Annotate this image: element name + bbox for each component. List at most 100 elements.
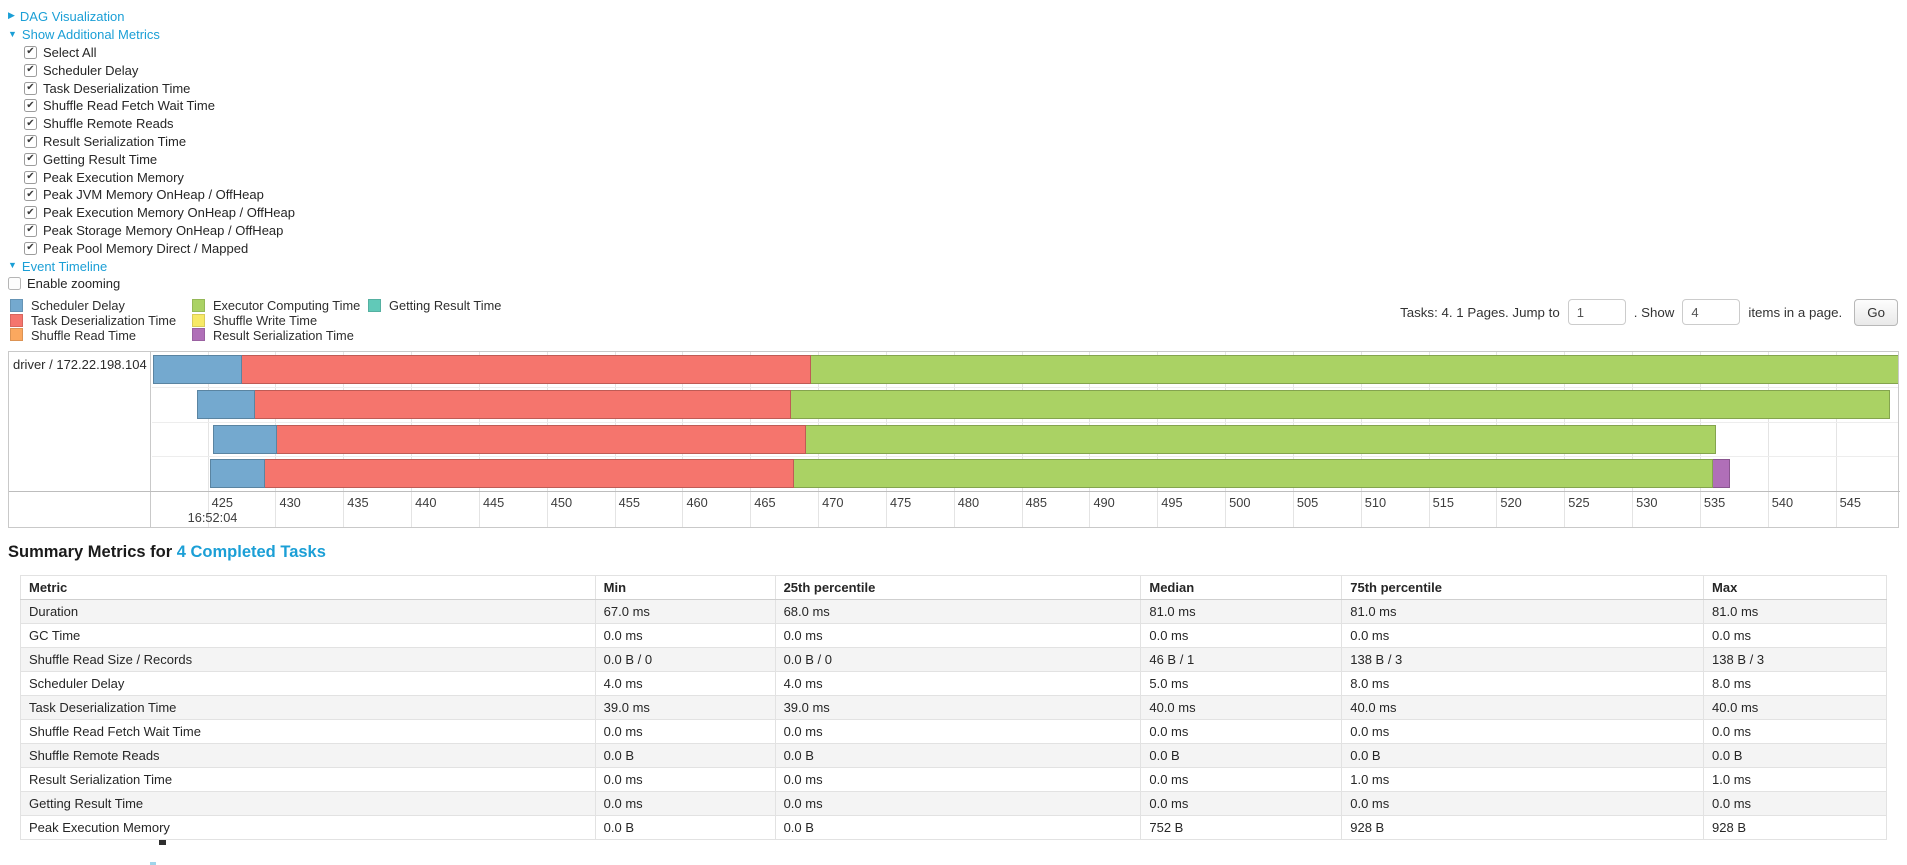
table-cell: 4.0 ms (594, 671, 776, 696)
task_deserialization-segment[interactable] (255, 390, 791, 419)
task-bar[interactable] (196, 390, 1890, 419)
table-cell: 0.0 ms (1140, 719, 1343, 744)
metric-checkbox[interactable]: ✔ (24, 223, 37, 237)
table-cell: 0.0 B (594, 743, 776, 768)
go-button[interactable]: Go (1854, 298, 1898, 326)
result_serialization-swatch-icon (192, 328, 205, 342)
timeline-tick-label: 525 (1568, 495, 1590, 510)
timeline-tick-label: 530 (1636, 495, 1658, 510)
table-cell: 0.0 B (774, 743, 1142, 768)
metric-checkbox-row: ✔ Peak Execution Memory (8, 168, 295, 186)
task_deserialization-segment[interactable] (241, 355, 812, 384)
expanded-arrow-icon: ▼ (8, 28, 17, 39)
legend-item: Task Deserialization Time (10, 313, 192, 328)
completed-tasks-link[interactable]: 4 Completed Tasks (176, 543, 326, 561)
table-cell: 8.0 ms (1341, 671, 1705, 696)
table-cell: Duration (20, 599, 596, 624)
timeline-row-separator (152, 456, 1898, 458)
metric-checkbox[interactable]: ✔ (24, 81, 37, 95)
task_deserialization-segment[interactable] (264, 459, 794, 488)
jump-to-page-input[interactable] (1567, 299, 1626, 325)
metric-checkbox[interactable]: ✔ (24, 170, 37, 184)
executor_computing-swatch-icon (192, 298, 205, 312)
executor_computing-segment[interactable] (793, 459, 1714, 488)
table-cell: 0.0 ms (1341, 791, 1705, 816)
table-row: Scheduler Delay 4.0 ms 4.0 ms 5.0 ms 8.0 ms 8… (20, 671, 1887, 696)
table-cell: 0.0 ms (1703, 791, 1887, 816)
metric-checkbox[interactable]: ✔ (24, 241, 37, 255)
metric-checkbox-row: ✔ Select All (8, 44, 295, 62)
enable-zooming-checkbox[interactable] (8, 277, 21, 291)
timeline-tick-label: 445 (482, 495, 505, 510)
clipped-next-section (159, 840, 166, 845)
metric-checkbox-row: ✔ Peak Execution Memory OnHeap / OffHeap (8, 204, 295, 222)
show-additional-metrics-link[interactable]: Show Additional Metrics (21, 27, 160, 43)
table-cell: GC Time (20, 623, 596, 648)
scheduler_delay-segment[interactable] (210, 459, 265, 488)
metric-checkbox[interactable]: ✔ (24, 206, 37, 220)
legend-item: Shuffle Write Time (192, 313, 368, 328)
scheduler_delay-segment[interactable] (153, 355, 242, 384)
metric-checkbox[interactable]: ✔ (24, 63, 37, 77)
timeline-tick-label: 545 (1839, 495, 1861, 510)
table-header-cell: 75th percentile (1341, 575, 1705, 600)
dag-visualization-link[interactable]: DAG Visualization (19, 9, 125, 25)
task-bar[interactable] (210, 459, 1730, 488)
table-cell: 0.0 ms (1140, 767, 1343, 792)
task_deserialization-swatch-icon (10, 313, 23, 327)
task-pagination: Tasks: 4. 1 Pages. Jump to . Show items … (1396, 295, 1898, 329)
legend-label: Executor Computing Time (213, 297, 361, 313)
table-cell: 1.0 ms (1703, 767, 1887, 792)
show-additional-metrics-toggle[interactable]: ▼ Show Additional Metrics (8, 26, 295, 44)
executor-group-label: driver / 172.22.198.104 (9, 352, 151, 527)
task_deserialization-segment[interactable] (276, 425, 806, 454)
metric-checkbox[interactable]: ✔ (24, 117, 37, 131)
executor_computing-segment[interactable] (790, 390, 1890, 419)
executor_computing-segment[interactable] (805, 425, 1717, 454)
task-bar[interactable] (153, 355, 1898, 384)
legend-item: Scheduler Delay (10, 298, 192, 313)
legend-label: Shuffle Write Time (213, 312, 318, 328)
table-cell: 4.0 ms (774, 671, 1142, 696)
metric-checkbox-row: ✔ Task Deserialization Time (8, 79, 295, 97)
items-per-page-input[interactable] (1682, 299, 1741, 325)
metric-checkbox[interactable]: ✔ (24, 134, 37, 148)
stage-controls: ▶ DAG Visualization ▼ Show Additional Me… (8, 8, 295, 293)
metric-checkbox-row: ✔ Getting Result Time (8, 150, 295, 168)
event-timeline-link[interactable]: Event Timeline (21, 258, 108, 274)
table-cell: 0.0 B (1140, 743, 1343, 768)
table-cell: 68.0 ms (774, 599, 1142, 624)
scheduler_delay-segment[interactable] (213, 425, 277, 454)
legend-item: Executor Computing Time (192, 298, 368, 313)
table-cell: 0.0 ms (594, 719, 776, 744)
metric-checkbox[interactable]: ✔ (24, 152, 37, 166)
scheduler_delay-segment[interactable] (196, 390, 256, 419)
table-cell: Shuffle Read Size / Records (20, 647, 596, 672)
result_serialization-segment[interactable] (1713, 459, 1730, 488)
table-cell: 138 B / 3 (1341, 647, 1705, 672)
metric-checkbox-label: Peak JVM Memory OnHeap / OffHeap (43, 187, 264, 203)
metric-checkbox[interactable]: ✔ (24, 99, 37, 113)
table-row: Shuffle Read Fetch Wait Time 0.0 ms 0.0 ms… (20, 719, 1887, 744)
timeline-tick-label: 430 (279, 495, 301, 510)
task-bar[interactable] (213, 425, 1717, 454)
collapsed-arrow-icon: ▶ (8, 10, 15, 21)
table-cell: 0.0 ms (774, 767, 1142, 792)
executor_computing-segment[interactable] (811, 355, 1898, 384)
metric-checkbox[interactable]: ✔ (24, 188, 37, 202)
table-cell: 40.0 ms (1140, 695, 1343, 720)
table-cell: Result Serialization Time (20, 767, 596, 792)
timeline-tick-label: 480 (957, 495, 980, 510)
shuffle_write-swatch-icon (192, 313, 205, 327)
event-timeline-toggle[interactable]: ▼ Event Timeline (8, 257, 295, 275)
timeline-tick-label: 495 (1161, 495, 1183, 510)
timeline-tick-label: 515 (1432, 495, 1454, 510)
table-cell: 1.0 ms (1341, 767, 1705, 792)
dag-visualization-toggle[interactable]: ▶ DAG Visualization (8, 8, 295, 26)
metric-checkbox[interactable]: ✔ (24, 45, 37, 59)
timeline-tick-label: 535 (1703, 495, 1726, 510)
table-cell: 46 B / 1 (1140, 647, 1343, 672)
legend-label: Shuffle Read Time (31, 327, 137, 343)
enable-zooming-label: Enable zooming (27, 276, 121, 292)
